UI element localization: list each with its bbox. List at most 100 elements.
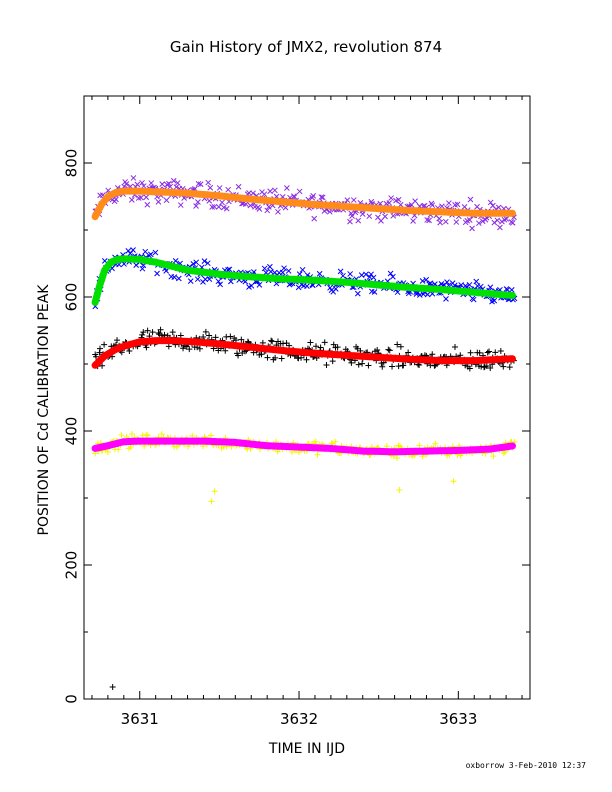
data-point (429, 202, 436, 209)
data-point (423, 276, 430, 283)
data-point (190, 261, 197, 267)
data-point (484, 349, 491, 356)
data-point (195, 180, 202, 187)
y-tick-label: 800 (63, 149, 81, 178)
data-point (397, 343, 404, 350)
data-point (118, 432, 125, 439)
data-point (368, 271, 374, 278)
data-point (267, 188, 273, 195)
data-point (303, 356, 310, 363)
data-point (258, 351, 265, 358)
data-point (152, 249, 159, 256)
data-point (329, 358, 336, 365)
data-point (509, 220, 516, 226)
data-point (390, 212, 397, 219)
data-point (469, 225, 475, 232)
data-point (326, 208, 333, 215)
data-point (314, 451, 321, 458)
data-point (486, 348, 493, 355)
data-point (147, 251, 154, 258)
data-point (439, 203, 445, 210)
data-point (363, 271, 369, 278)
data-point (130, 247, 136, 253)
data-point (467, 349, 474, 356)
data-point (243, 201, 249, 208)
data-point (483, 362, 490, 369)
data-point (215, 204, 222, 210)
data-point (171, 274, 178, 280)
data-point (296, 271, 303, 277)
fit-line (91, 187, 516, 221)
data-point (154, 270, 160, 277)
data-point (130, 175, 137, 181)
data-point (104, 449, 111, 456)
data-point (359, 211, 366, 217)
x-axis-label: TIME IN IJD (268, 741, 345, 757)
data-point (223, 205, 230, 212)
data-point (379, 363, 386, 370)
data-point (389, 363, 396, 370)
y-tick-label: 200 (63, 551, 81, 580)
data-point (385, 346, 392, 353)
data-point (206, 197, 213, 204)
data-point (193, 259, 200, 266)
data-point (202, 328, 209, 335)
data-point (317, 344, 324, 351)
data-point (458, 282, 464, 288)
x-tick-label: 3633 (439, 710, 477, 728)
data-point (194, 276, 201, 283)
data-point (337, 268, 344, 275)
x-tick-label: 3631 (121, 710, 159, 728)
y-axis-label: POSITION OF Cd CALIBRATION PEAK (36, 284, 52, 536)
data-point (216, 185, 223, 191)
data-point (419, 278, 426, 284)
data-point (365, 362, 372, 369)
data-point (144, 327, 151, 334)
data-point (283, 340, 290, 347)
data-point (354, 290, 361, 297)
data-point (170, 177, 177, 184)
data-point (476, 349, 483, 356)
x-tick-label: 3632 (280, 710, 318, 728)
data-point (269, 338, 276, 345)
data-point (161, 331, 168, 338)
data-point (97, 345, 104, 352)
data-point (128, 196, 135, 203)
data-point (487, 284, 494, 291)
data-point (114, 337, 121, 344)
fit-line (91, 437, 516, 456)
data-point (446, 200, 452, 206)
data-point (378, 217, 384, 224)
data-point (497, 348, 504, 355)
data-point (416, 442, 423, 449)
data-point (158, 431, 165, 438)
data-point (186, 346, 193, 353)
data-point (167, 183, 174, 190)
data-point (235, 352, 242, 359)
data-point (318, 194, 325, 200)
data-point (278, 355, 285, 362)
data-point (140, 329, 147, 336)
data-point (428, 200, 435, 207)
data-point (436, 215, 443, 222)
data-point (395, 363, 402, 370)
data-point (359, 360, 366, 367)
data-point (390, 273, 396, 280)
data-point (394, 289, 401, 296)
data-point (196, 345, 203, 352)
data-point (330, 341, 337, 348)
data-point (442, 218, 449, 225)
data-point (454, 201, 461, 208)
data-point (490, 453, 497, 460)
data-point (215, 278, 222, 285)
data-point (208, 498, 215, 505)
data-point (222, 347, 229, 354)
data-point (491, 297, 498, 304)
data-point (424, 217, 431, 223)
data-point (138, 194, 144, 201)
data-point (220, 204, 227, 211)
data-point (226, 266, 233, 273)
data-point (296, 188, 303, 195)
data-point (321, 339, 328, 346)
data-point (304, 283, 310, 290)
